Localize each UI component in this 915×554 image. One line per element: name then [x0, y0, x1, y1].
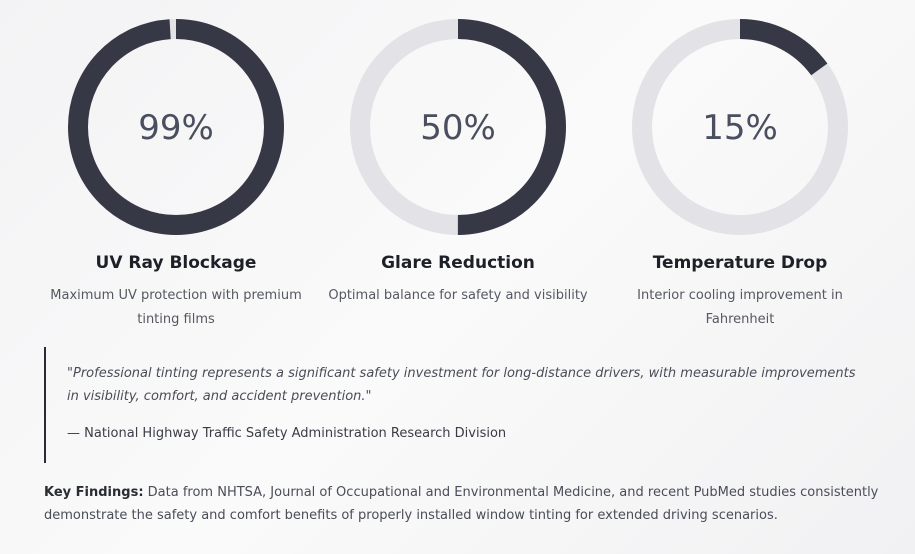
findings-text: Data from NHTSA, Journal of Occupational… — [44, 485, 879, 523]
quote-attribution: — National Highway Traffic Safety Admini… — [67, 426, 507, 441]
quote-block: "Professional tinting represents a signi… — [44, 347, 866, 463]
stat-title: Temperature Drop — [652, 253, 828, 273]
stat-description: Maximum UV protection with premium tinti… — [50, 288, 302, 327]
ring-progress — [68, 19, 284, 235]
stat-title: UV Ray Blockage — [95, 253, 257, 273]
stat-description: Interior cooling improvement in Fahrenhe… — [637, 288, 843, 327]
findings-label: Key Findings: — [44, 485, 144, 500]
ring-progress — [632, 19, 848, 235]
ring-value: 15% — [702, 108, 778, 148]
ring-progress — [350, 19, 566, 235]
ring-value: 99% — [138, 108, 214, 148]
findings: Key Findings: Data from NHTSA, Journal o… — [44, 481, 884, 527]
stat-description: Optimal balance for safety and visibilit… — [328, 288, 588, 303]
rings: 99% 50% 15% — [68, 19, 848, 235]
quote-text: "Professional tinting represents a signi… — [67, 366, 856, 404]
stat-title: Glare Reduction — [381, 253, 535, 273]
ring-value: 50% — [420, 108, 496, 148]
